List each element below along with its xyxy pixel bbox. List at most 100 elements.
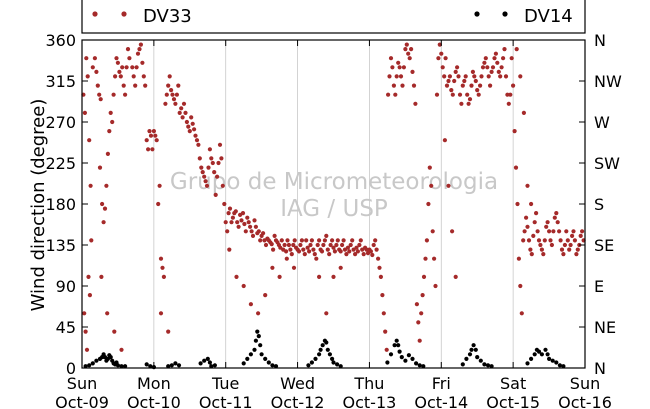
legend-marker-dv33-a	[92, 11, 98, 17]
point-dv33-336	[522, 229, 527, 234]
point-dv33-260	[419, 311, 424, 316]
point-dv33-97	[207, 147, 212, 152]
point-dv33-317	[501, 56, 506, 61]
point-dv33-333	[518, 283, 523, 289]
point-dv33-27	[120, 65, 125, 70]
point-dv33-268	[430, 229, 435, 234]
x-tick-label-day-6: Sat	[500, 374, 526, 393]
point-dv33-174	[301, 247, 306, 252]
point-dv14-64	[397, 349, 402, 354]
point-dv14-70	[417, 363, 422, 368]
point-dv14-93	[554, 360, 559, 365]
point-dv33-158	[292, 238, 297, 243]
point-dv33-326	[450, 229, 455, 234]
point-dv14-37	[255, 329, 260, 334]
point-dv33-77	[179, 106, 184, 111]
point-dv33-305	[483, 56, 488, 61]
point-dv14-16	[115, 363, 120, 368]
y2-tick-label-0: N	[594, 359, 606, 378]
point-dv33-190	[324, 233, 329, 238]
point-dv33-85	[190, 121, 195, 126]
point-dv33-47	[135, 51, 141, 56]
y2-tick-label-1: NE	[594, 318, 616, 337]
point-dv33-58	[151, 129, 156, 134]
point-dv14-66	[403, 358, 408, 363]
point-dv33-24	[115, 60, 120, 65]
point-dv33-76	[177, 110, 182, 115]
point-dv33-250	[404, 42, 409, 47]
point-dv33-269	[432, 256, 437, 261]
point-dv33-40	[105, 311, 110, 316]
point-dv33-55	[147, 129, 152, 134]
point-dv33-373	[575, 247, 580, 252]
point-dv33-118	[235, 220, 240, 225]
point-dv33-380	[521, 110, 527, 115]
point-dv33-228	[373, 238, 378, 243]
point-dv33-264	[424, 238, 429, 243]
point-dv33-261	[420, 293, 425, 298]
x-tick-label-day-5: Fri	[432, 374, 451, 393]
point-dv33-104	[217, 142, 223, 147]
point-dv33-1	[82, 110, 87, 115]
point-dv14-92	[550, 358, 555, 363]
point-dv33-165	[263, 293, 268, 298]
x-tick-label-day-2: Tue	[211, 374, 239, 393]
point-dv33-364	[562, 242, 568, 248]
point-dv33-225	[368, 249, 373, 254]
point-dv33-280	[447, 74, 452, 79]
point-dv14-67	[406, 353, 411, 358]
point-dv33-314	[496, 69, 501, 74]
point-dv33-82	[186, 124, 191, 129]
point-dv33-381	[525, 183, 530, 188]
point-dv33-30	[124, 65, 129, 70]
point-dv33-81	[184, 119, 189, 125]
point-dv14-29	[207, 360, 212, 365]
point-dv33-241	[391, 83, 396, 88]
point-dv33-204	[344, 252, 349, 257]
point-dv33-151	[282, 242, 287, 248]
point-dv33-124	[243, 229, 248, 234]
point-dv14-89	[543, 347, 548, 352]
point-dv14-44	[273, 364, 279, 369]
point-dv33-227	[371, 242, 376, 248]
point-dv33-192	[327, 252, 332, 257]
point-dv33-32	[127, 56, 132, 61]
point-dv33-289	[460, 83, 465, 88]
point-dv33-312	[493, 51, 498, 56]
point-dv33-65	[161, 274, 166, 279]
point-dv14-50	[320, 343, 325, 348]
point-dv33-73	[173, 101, 178, 106]
point-dv33-335	[521, 238, 526, 243]
point-dv14-94	[557, 363, 563, 368]
point-dv33-144	[272, 233, 277, 238]
point-dv33-78	[180, 115, 185, 120]
point-dv33-255	[411, 83, 417, 88]
point-dv33-362	[559, 247, 565, 252]
point-dv33-299	[475, 88, 480, 93]
point-dv33-86	[192, 127, 197, 132]
point-dv33-355	[549, 242, 555, 248]
point-dv33-123	[242, 221, 247, 227]
point-dv33-6	[89, 238, 94, 243]
point-dv33-167	[277, 274, 282, 279]
point-dv33-191	[325, 247, 330, 252]
point-dv14-57	[335, 362, 340, 367]
y-tick-label-4: 180	[45, 195, 76, 214]
point-dv14-63	[396, 343, 401, 348]
point-dv33-285	[455, 65, 460, 70]
point-dv33-207	[348, 242, 353, 248]
point-dv33-214	[358, 238, 363, 243]
legend: DV33 DV14	[81, 0, 586, 34]
legend-marker-dv14-b	[502, 11, 508, 17]
point-dv33-378	[514, 47, 519, 52]
point-dv33-201	[340, 242, 345, 248]
x-tick-label-date-6: Oct-15	[486, 393, 540, 409]
point-dv33-281	[449, 88, 454, 93]
point-dv33-142	[269, 242, 274, 247]
point-dv33-11	[97, 92, 102, 97]
point-dv33-348	[539, 247, 545, 252]
point-dv33-133	[256, 229, 261, 234]
point-dv14-23	[169, 363, 174, 368]
point-dv33-376	[580, 229, 585, 234]
point-dv33-307	[486, 74, 491, 79]
